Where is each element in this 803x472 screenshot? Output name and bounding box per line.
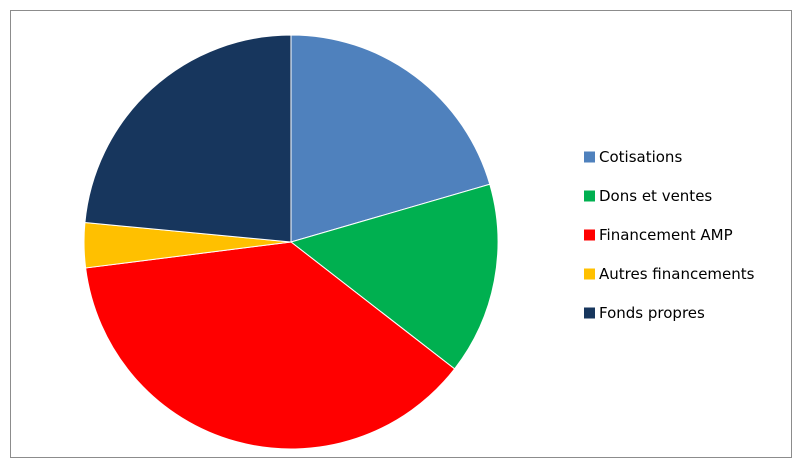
legend-label-fonds-propres: Fonds propres: [599, 304, 705, 322]
legend-label-dons-et-ventes: Dons et ventes: [599, 187, 712, 205]
pie-slice-financement-amp: [85, 241, 456, 450]
pie-chart: Cotisations Dons et ventes Financement AMP…: [83, 34, 755, 450]
legend-label-cotisations: Cotisations: [599, 148, 682, 166]
legend-label-autres-financements: Autres financements: [599, 265, 755, 283]
pie-slices: [83, 34, 499, 450]
legend-swatch-autres-financements: [584, 268, 595, 280]
pie-slice-dons-et-ventes: [289, 183, 499, 370]
legend-label-financement-amp: Financement AMP: [599, 226, 733, 244]
legend-swatch-cotisations: [584, 151, 595, 163]
legend-swatch-dons-et-ventes: [584, 190, 595, 202]
legend-swatch-fonds-propres: [584, 307, 595, 319]
legend-swatch-financement-amp: [584, 229, 595, 241]
legend: Cotisations Dons et ventes Financement AMP…: [584, 148, 755, 322]
pie-slice-cotisations: [290, 34, 491, 243]
chart-frame: Cotisations Dons et ventes Financement AMP…: [10, 10, 792, 458]
pie-slice-fonds-propres: [84, 34, 292, 243]
